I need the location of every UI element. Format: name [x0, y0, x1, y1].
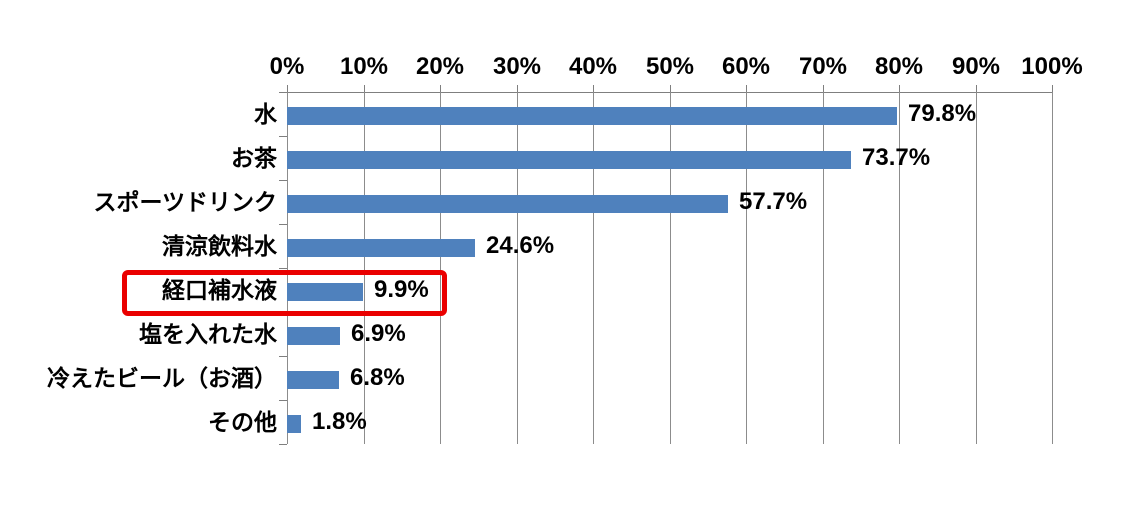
category-axis-tick-mark	[279, 92, 287, 93]
category-axis-tick-mark	[279, 136, 287, 137]
x-axis-tick-label: 0%	[269, 53, 305, 80]
x-axis-tick-mark	[364, 85, 365, 92]
x-axis-tick-labels: 0% 10% 20% 30% 40% 50% 60% 70% 80% 90% 100%	[270, 50, 1083, 84]
category-axis-tick-mark	[279, 268, 287, 269]
category-axis-tick-mark	[279, 400, 287, 401]
category-label: スポーツドリンク	[93, 189, 277, 215]
gridline	[364, 92, 365, 444]
x-axis-tick-mark	[593, 85, 594, 92]
value-label: 24.6%	[486, 232, 555, 259]
x-axis-tick-mark	[823, 85, 824, 92]
highlight-box	[122, 270, 447, 316]
x-axis-line	[287, 92, 1052, 93]
x-axis-tick-mark	[517, 85, 518, 92]
x-axis-tick-mark	[1052, 85, 1053, 92]
plot-area: 79.8% 73.7% 57.7% 24.6% 9.9% 6.9% 6.8% 1.8%	[279, 85, 1053, 445]
bar	[287, 327, 340, 345]
bar	[287, 195, 728, 213]
gridline	[440, 92, 441, 444]
gridline	[823, 92, 824, 444]
bar	[287, 283, 363, 301]
bar	[287, 371, 339, 389]
x-axis-tick-label: 100%	[1021, 53, 1083, 80]
bar	[287, 415, 301, 433]
x-axis-tick-label: 20%	[415, 53, 465, 80]
category-label: お茶	[231, 145, 277, 171]
gridline	[976, 92, 977, 444]
value-label: 79.8%	[908, 100, 977, 127]
category-axis-tick-mark	[279, 356, 287, 357]
x-axis-tick-label: 40%	[568, 53, 618, 80]
x-axis-tick-label: 80%	[874, 53, 924, 80]
value-label: 1.8%	[312, 408, 367, 435]
x-axis-tick-label: 30%	[492, 53, 542, 80]
x-axis-tick-label: 50%	[645, 53, 695, 80]
bar	[287, 239, 475, 257]
value-label: 73.7%	[862, 144, 931, 171]
category-label: 経口補水液	[162, 277, 277, 303]
value-label: 6.9%	[351, 320, 406, 347]
gridline	[670, 92, 671, 444]
gridline	[517, 92, 518, 444]
value-label: 57.7%	[739, 188, 808, 215]
x-axis-tick-mark	[440, 85, 441, 92]
value-label: 9.9%	[374, 276, 429, 303]
x-axis-tick-label: 70%	[798, 53, 848, 80]
gridline	[899, 92, 900, 444]
gridline	[593, 92, 594, 444]
category-axis-tick-mark	[279, 180, 287, 181]
value-label: 6.8%	[350, 364, 405, 391]
gridline	[1052, 92, 1053, 444]
category-label: 塩を入れた水	[139, 321, 277, 347]
bar	[287, 107, 897, 125]
category-label: 水	[254, 101, 277, 127]
x-axis-tick-label: 60%	[721, 53, 771, 80]
x-axis-tick-mark	[287, 85, 288, 92]
x-axis-tick-mark	[976, 85, 977, 92]
bar	[287, 151, 851, 169]
category-label: その他	[208, 409, 277, 435]
category-label: 冷えたビール（お酒）	[47, 365, 277, 391]
x-axis-tick-label: 90%	[951, 53, 1001, 80]
category-axis-tick-mark	[279, 224, 287, 225]
x-axis-tick-mark	[899, 85, 900, 92]
category-axis-tick-mark	[279, 444, 287, 445]
x-axis-tick-label: 10%	[339, 53, 389, 80]
gridline	[287, 92, 288, 444]
category-label: 清涼飲料水	[162, 233, 277, 259]
gridline	[746, 92, 747, 444]
category-axis-labels: 水お茶スポーツドリンク清涼飲料水経口補水液塩を入れた水冷えたビール（お酒） その他	[20, 92, 277, 444]
x-axis-tick-mark	[670, 85, 671, 92]
x-axis-tick-mark	[746, 85, 747, 92]
